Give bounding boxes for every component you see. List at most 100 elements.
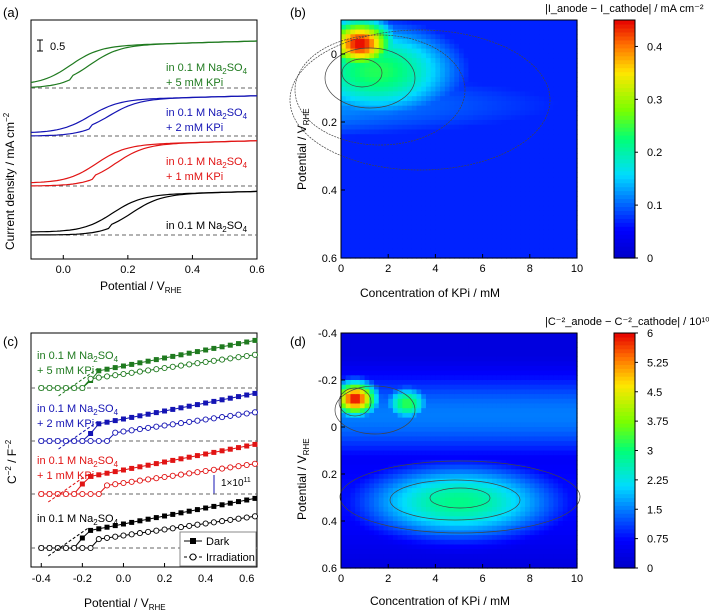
d-heatmap-cell: [510, 483, 517, 489]
d-heatmap-cell: [482, 535, 488, 541]
b-heatmap-cell: [553, 81, 559, 88]
b-heatmap-cell: [341, 238, 347, 245]
b-heatmap-cell: [430, 72, 436, 78]
d-heatmap-cell: [397, 347, 403, 353]
d-heatmap-cell: [534, 370, 540, 376]
b-heatmap-cell: [553, 219, 559, 226]
b-heatmap-cell: [350, 100, 356, 107]
b-heatmap-cell: [525, 191, 531, 197]
b-heatmap-cell: [411, 162, 418, 169]
b-heatmap-cell: [468, 24, 474, 31]
b-heatmap-cell: [425, 100, 432, 107]
d-heatmap-cell: [440, 497, 446, 503]
b-heatmap-cell: [501, 24, 507, 31]
b-heatmap-cell: [416, 53, 422, 59]
d-heatmap-cell: [529, 535, 536, 541]
b-heatmap-cell: [567, 86, 573, 92]
d-heatmap-cell: [341, 544, 347, 550]
b-heatmap-cell: [378, 253, 385, 259]
d-heatmap-cell: [355, 436, 361, 442]
b-heatmap-cell: [572, 91, 578, 97]
a-plot-frame: [30, 19, 258, 260]
b-heatmap-cell: [359, 53, 366, 59]
b-heatmap-cell: [345, 43, 352, 50]
b-heatmap-cell: [534, 91, 540, 97]
d-heatmap-cell: [397, 563, 403, 569]
b-heatmap-cell: [572, 186, 578, 192]
b-heatmap-cell: [534, 72, 540, 78]
d-heatmap-cell: [364, 431, 370, 437]
c-irradiation-marker: [54, 544, 61, 552]
b-heatmap-cell: [543, 181, 550, 188]
b-heatmap-cell: [501, 48, 507, 54]
b-colorbar-swatch: [614, 194, 635, 200]
d-heatmap-cell: [411, 530, 418, 536]
d-heatmap-cell: [510, 351, 517, 358]
d-heatmap-cell: [520, 422, 526, 428]
d-heatmap-cell: [345, 408, 352, 414]
d-heatmap-cell: [345, 398, 352, 405]
b-heatmap-cell: [440, 91, 446, 97]
d-heatmap-cell: [345, 469, 352, 475]
d-heatmap-cell: [435, 375, 441, 381]
b-heatmap-cell: [477, 91, 484, 97]
d-heatmap-cell: [534, 459, 540, 466]
b-heatmap-cell: [411, 29, 418, 35]
d-heatmap-cell: [525, 539, 531, 546]
b-heatmap-cell: [558, 62, 564, 69]
d-heatmap-cell: [407, 375, 413, 381]
d-heatmap-cell: [402, 563, 408, 569]
b-heatmap-cell: [534, 224, 540, 231]
c-x-tick-label: -0.4: [32, 573, 51, 585]
d-heatmap-cell: [407, 394, 413, 400]
d-heatmap-cell: [440, 361, 446, 367]
b-heatmap-cell: [468, 91, 474, 97]
b-heatmap-cell: [477, 238, 484, 245]
b-heatmap-cell: [501, 29, 507, 35]
b-heatmap-cell: [425, 96, 432, 102]
b-heatmap-cell: [341, 29, 347, 35]
b-colorbar-swatch: [614, 39, 635, 45]
b-heatmap-cell: [562, 81, 569, 88]
b-heatmap-cell: [520, 86, 526, 92]
b-heatmap-cell: [482, 210, 488, 216]
c-irradiation-marker: [79, 490, 86, 498]
b-heatmap-cell: [492, 186, 498, 192]
b-heatmap-cell: [383, 110, 389, 116]
b-heatmap-cell: [520, 177, 526, 183]
d-heatmap-cell: [463, 394, 470, 400]
d-heatmap-cell: [529, 403, 536, 409]
d-heatmap-cell: [341, 370, 347, 376]
a-series-label: in 0.1 M Na2SO4: [166, 156, 248, 170]
d-heatmap-cell: [435, 365, 441, 372]
c-dark-marker: [104, 470, 110, 476]
d-heatmap-cell: [378, 384, 385, 390]
d-heatmap-cell: [487, 525, 493, 531]
c-dark-marker: [186, 508, 192, 514]
b-heatmap-cell: [515, 253, 521, 259]
b-heatmap-cell: [473, 96, 479, 102]
b-heatmap-cell: [369, 67, 375, 73]
d-heatmap-cell: [459, 441, 465, 447]
b-heatmap-cell: [416, 229, 422, 235]
d-heatmap-cell: [355, 384, 361, 390]
d-heatmap-cell: [425, 436, 432, 442]
d-heatmap-cell: [421, 380, 427, 386]
b-heatmap-cell: [463, 43, 470, 50]
b-heatmap-cell: [355, 243, 361, 250]
d-heatmap-cell: [416, 356, 422, 362]
b-heatmap-cell: [463, 248, 470, 254]
b-heatmap-cell: [421, 191, 427, 197]
d-heatmap-cell: [402, 455, 408, 461]
d-heatmap-cell: [416, 427, 422, 433]
d-heatmap-cell: [388, 450, 394, 456]
d-heatmap-cell: [402, 488, 408, 494]
b-heatmap-cell: [459, 67, 465, 73]
b-heatmap-cell: [364, 238, 370, 245]
b-heatmap-cell: [543, 110, 550, 116]
b-heatmap-cell: [388, 162, 394, 169]
d-heatmap-cell: [402, 502, 408, 508]
b-contour-line: [294, 34, 466, 146]
b-heatmap-cell: [506, 77, 512, 83]
b-heatmap-cell: [534, 186, 540, 192]
